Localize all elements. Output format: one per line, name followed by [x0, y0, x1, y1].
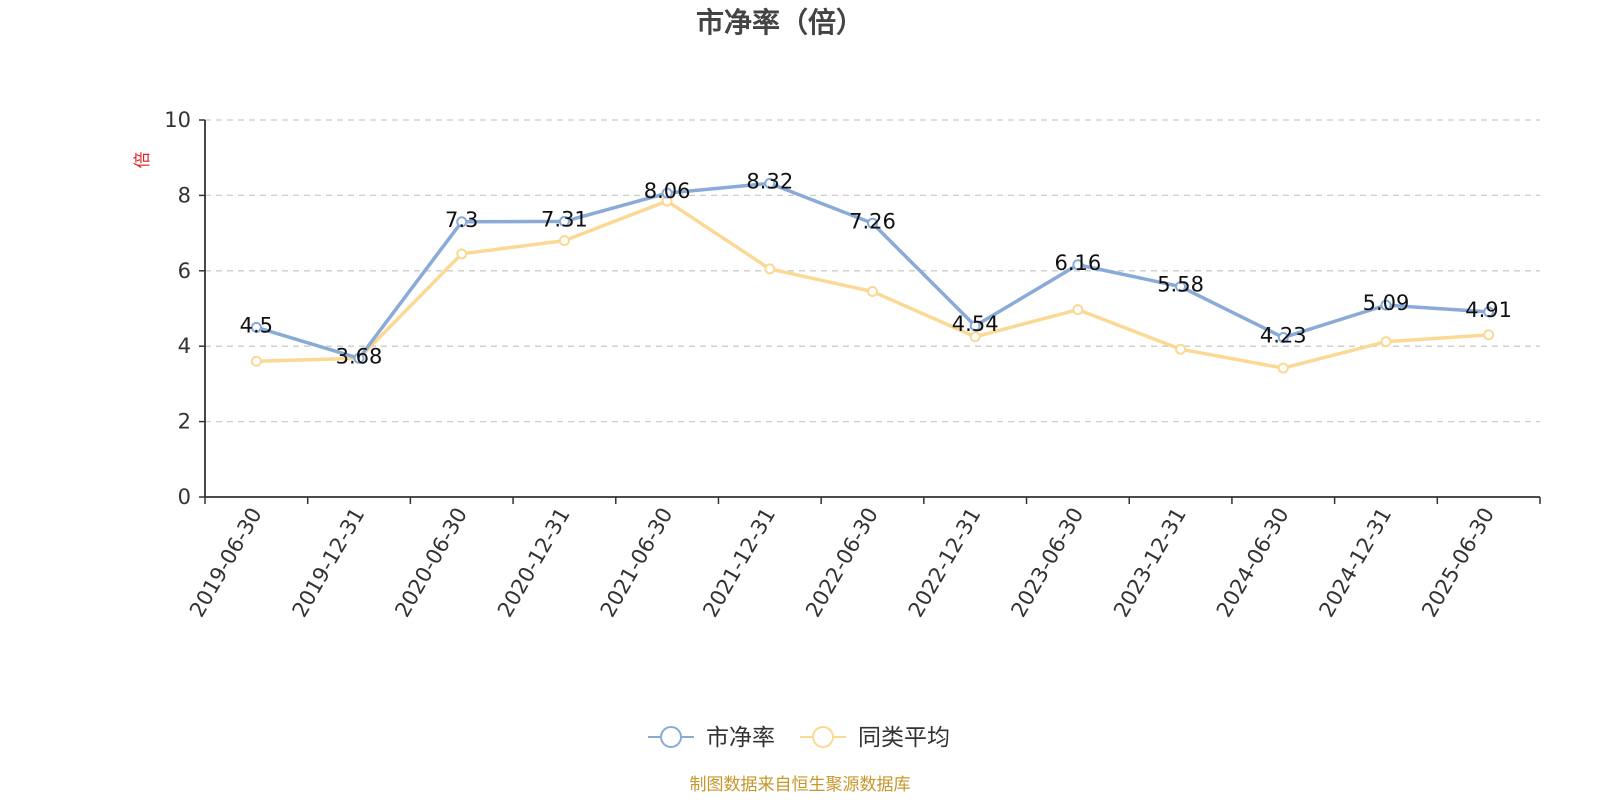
x-tick-label: 2024-06-30 [1212, 504, 1294, 622]
x-tick-label: 2022-06-30 [801, 504, 883, 622]
data-point [969, 331, 981, 343]
x-tick-label: 2020-06-30 [390, 504, 472, 622]
data-label: 5.58 [1157, 273, 1204, 297]
data-point [353, 352, 365, 364]
x-tick-label: 2023-06-30 [1006, 504, 1088, 622]
x-tick-label: 2021-06-30 [596, 504, 678, 622]
data-label: 7.3 [445, 208, 478, 232]
data-point [1380, 336, 1392, 348]
data-point [1483, 306, 1495, 318]
x-tick-label: 2019-06-30 [185, 504, 267, 622]
legend-label-pb: 市净率 [706, 725, 775, 751]
x-tick-label: 2023-12-31 [1109, 504, 1191, 622]
y-tick-label: 0 [178, 485, 191, 509]
data-source-note: 制图数据来自恒生聚源数据库 [690, 775, 911, 795]
data-point [1277, 362, 1289, 374]
data-point [867, 217, 878, 229]
data-point [969, 320, 981, 332]
data-point [867, 286, 878, 298]
grid-lines [205, 119, 1540, 423]
data-point [558, 235, 570, 247]
data-point [1380, 299, 1392, 311]
legend-item-pb[interactable]: 市净率 [648, 725, 775, 751]
y-tick-label: 2 [178, 410, 191, 434]
data-label: 4.5 [240, 313, 273, 337]
data-point [1175, 281, 1187, 293]
data-label: 8.32 [746, 169, 793, 193]
data-point [764, 177, 776, 189]
legend-marker-pb [660, 726, 682, 748]
legend-marker-peer-average [812, 726, 834, 748]
x-tick-label: 2019-12-31 [288, 504, 370, 622]
x-tick-label: 2021-12-31 [698, 504, 780, 622]
y-tick-label: 6 [178, 259, 191, 283]
data-label: 4.54 [952, 312, 999, 336]
legend-label-peer-average: 同类平均 [858, 725, 950, 751]
data-label: 7.26 [849, 209, 896, 233]
y-axis-unit: 倍 [133, 152, 153, 169]
y-tick-label: 10 [164, 108, 191, 132]
data-label: 7.31 [541, 207, 588, 231]
data-point [661, 187, 673, 199]
data-point [250, 321, 262, 333]
data-label: 4.91 [1465, 298, 1512, 322]
data-point [1175, 343, 1187, 355]
data-label: 6.16 [1055, 251, 1102, 275]
data-point [558, 215, 570, 227]
chart-title: 市净率（倍） [696, 6, 864, 39]
data-point [1483, 329, 1495, 341]
data-label: 8.06 [644, 179, 691, 203]
data-label: 4.23 [1260, 324, 1307, 348]
series-lines [250, 177, 1495, 374]
x-tick-label: 2022-12-31 [904, 504, 986, 622]
x-tick-label: 2020-12-31 [493, 504, 575, 622]
data-label: 5.09 [1363, 291, 1410, 315]
data-label: 3.68 [336, 344, 383, 368]
data-point [1072, 259, 1084, 271]
y-tick-label: 8 [178, 183, 191, 207]
x-tick-label: 2024-12-31 [1314, 504, 1396, 622]
data-point [764, 263, 776, 275]
data-point [456, 216, 468, 228]
data-point [250, 355, 262, 367]
series-0 [250, 177, 1495, 364]
data-point [1072, 304, 1084, 316]
x-tick-label: 2025-06-30 [1417, 504, 1499, 622]
series-1 [250, 195, 1495, 374]
legend-item-peer-average[interactable]: 同类平均 [800, 725, 950, 751]
data-point [1277, 332, 1289, 344]
data-labels: 4.5 3.68 7.3 7.31 8.06 8.32 7.26 4.54 6.16 5.58 4.… [240, 169, 1512, 368]
legend[interactable]: 市净率 同类平均 [648, 725, 950, 751]
data-point [456, 248, 468, 260]
y-tick-label: 4 [178, 334, 191, 358]
